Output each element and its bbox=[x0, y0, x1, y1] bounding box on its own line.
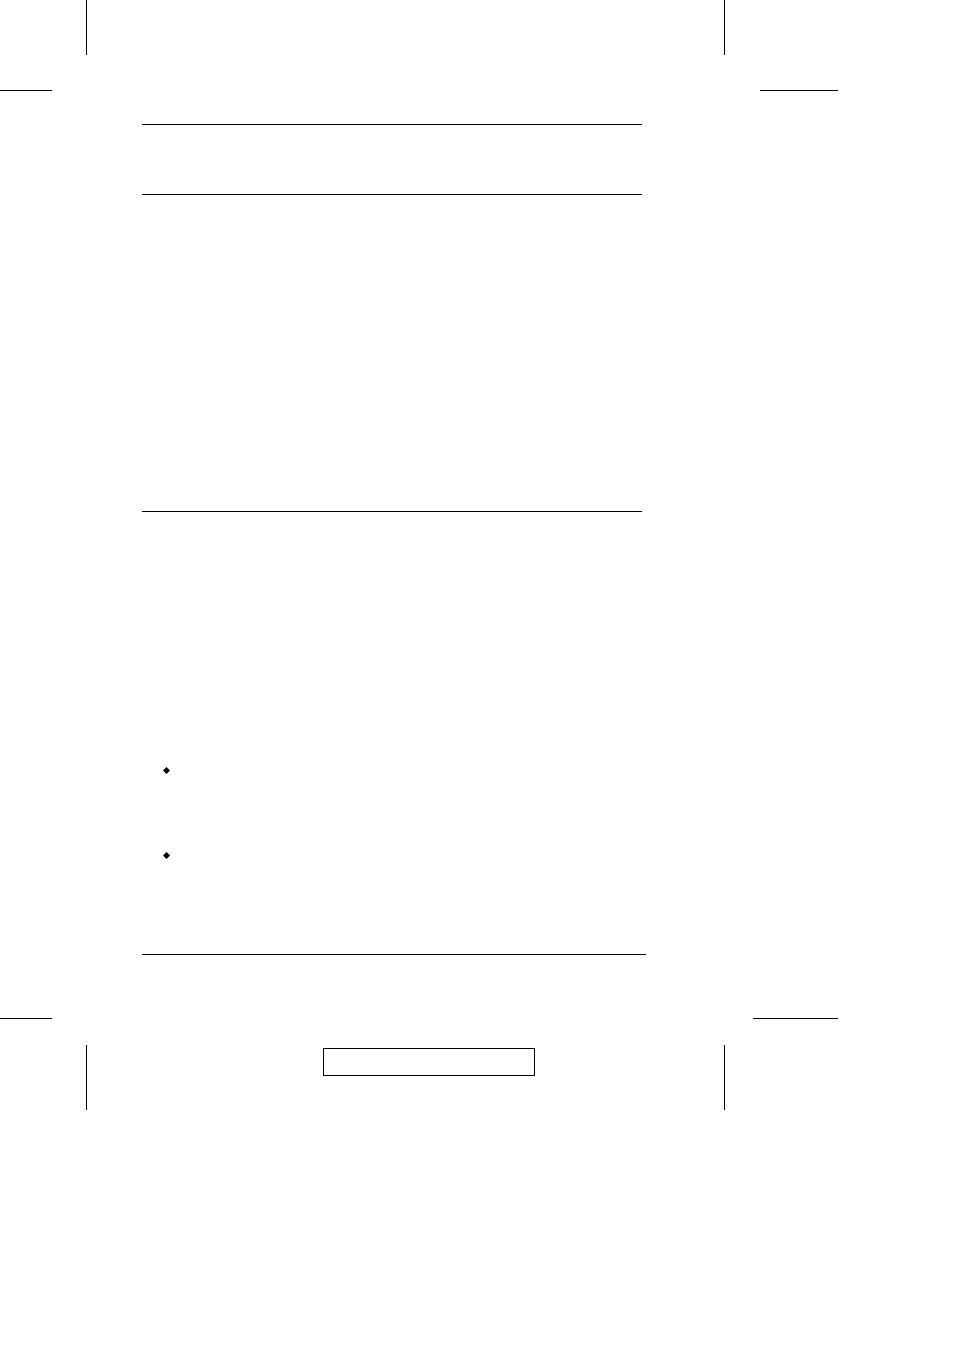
footer-box bbox=[323, 1048, 535, 1076]
bullet-icon bbox=[163, 852, 170, 859]
crop-mark-bottom-right-horizontal bbox=[753, 1018, 838, 1019]
horizontal-rule-1 bbox=[142, 124, 642, 125]
horizontal-rule-2 bbox=[142, 194, 642, 195]
crop-mark-top-left-horizontal bbox=[0, 90, 52, 91]
horizontal-rule-4 bbox=[142, 954, 646, 955]
crop-mark-top-right-horizontal bbox=[760, 90, 838, 91]
crop-mark-bottom-right-vertical bbox=[724, 1045, 725, 1110]
crop-mark-top-left-vertical bbox=[86, 0, 87, 55]
horizontal-rule-3 bbox=[142, 511, 642, 512]
crop-mark-bottom-left-vertical bbox=[86, 1045, 87, 1110]
crop-mark-bottom-left-horizontal bbox=[0, 1018, 52, 1019]
crop-mark-top-right-vertical bbox=[724, 0, 725, 55]
bullet-icon bbox=[163, 767, 170, 774]
